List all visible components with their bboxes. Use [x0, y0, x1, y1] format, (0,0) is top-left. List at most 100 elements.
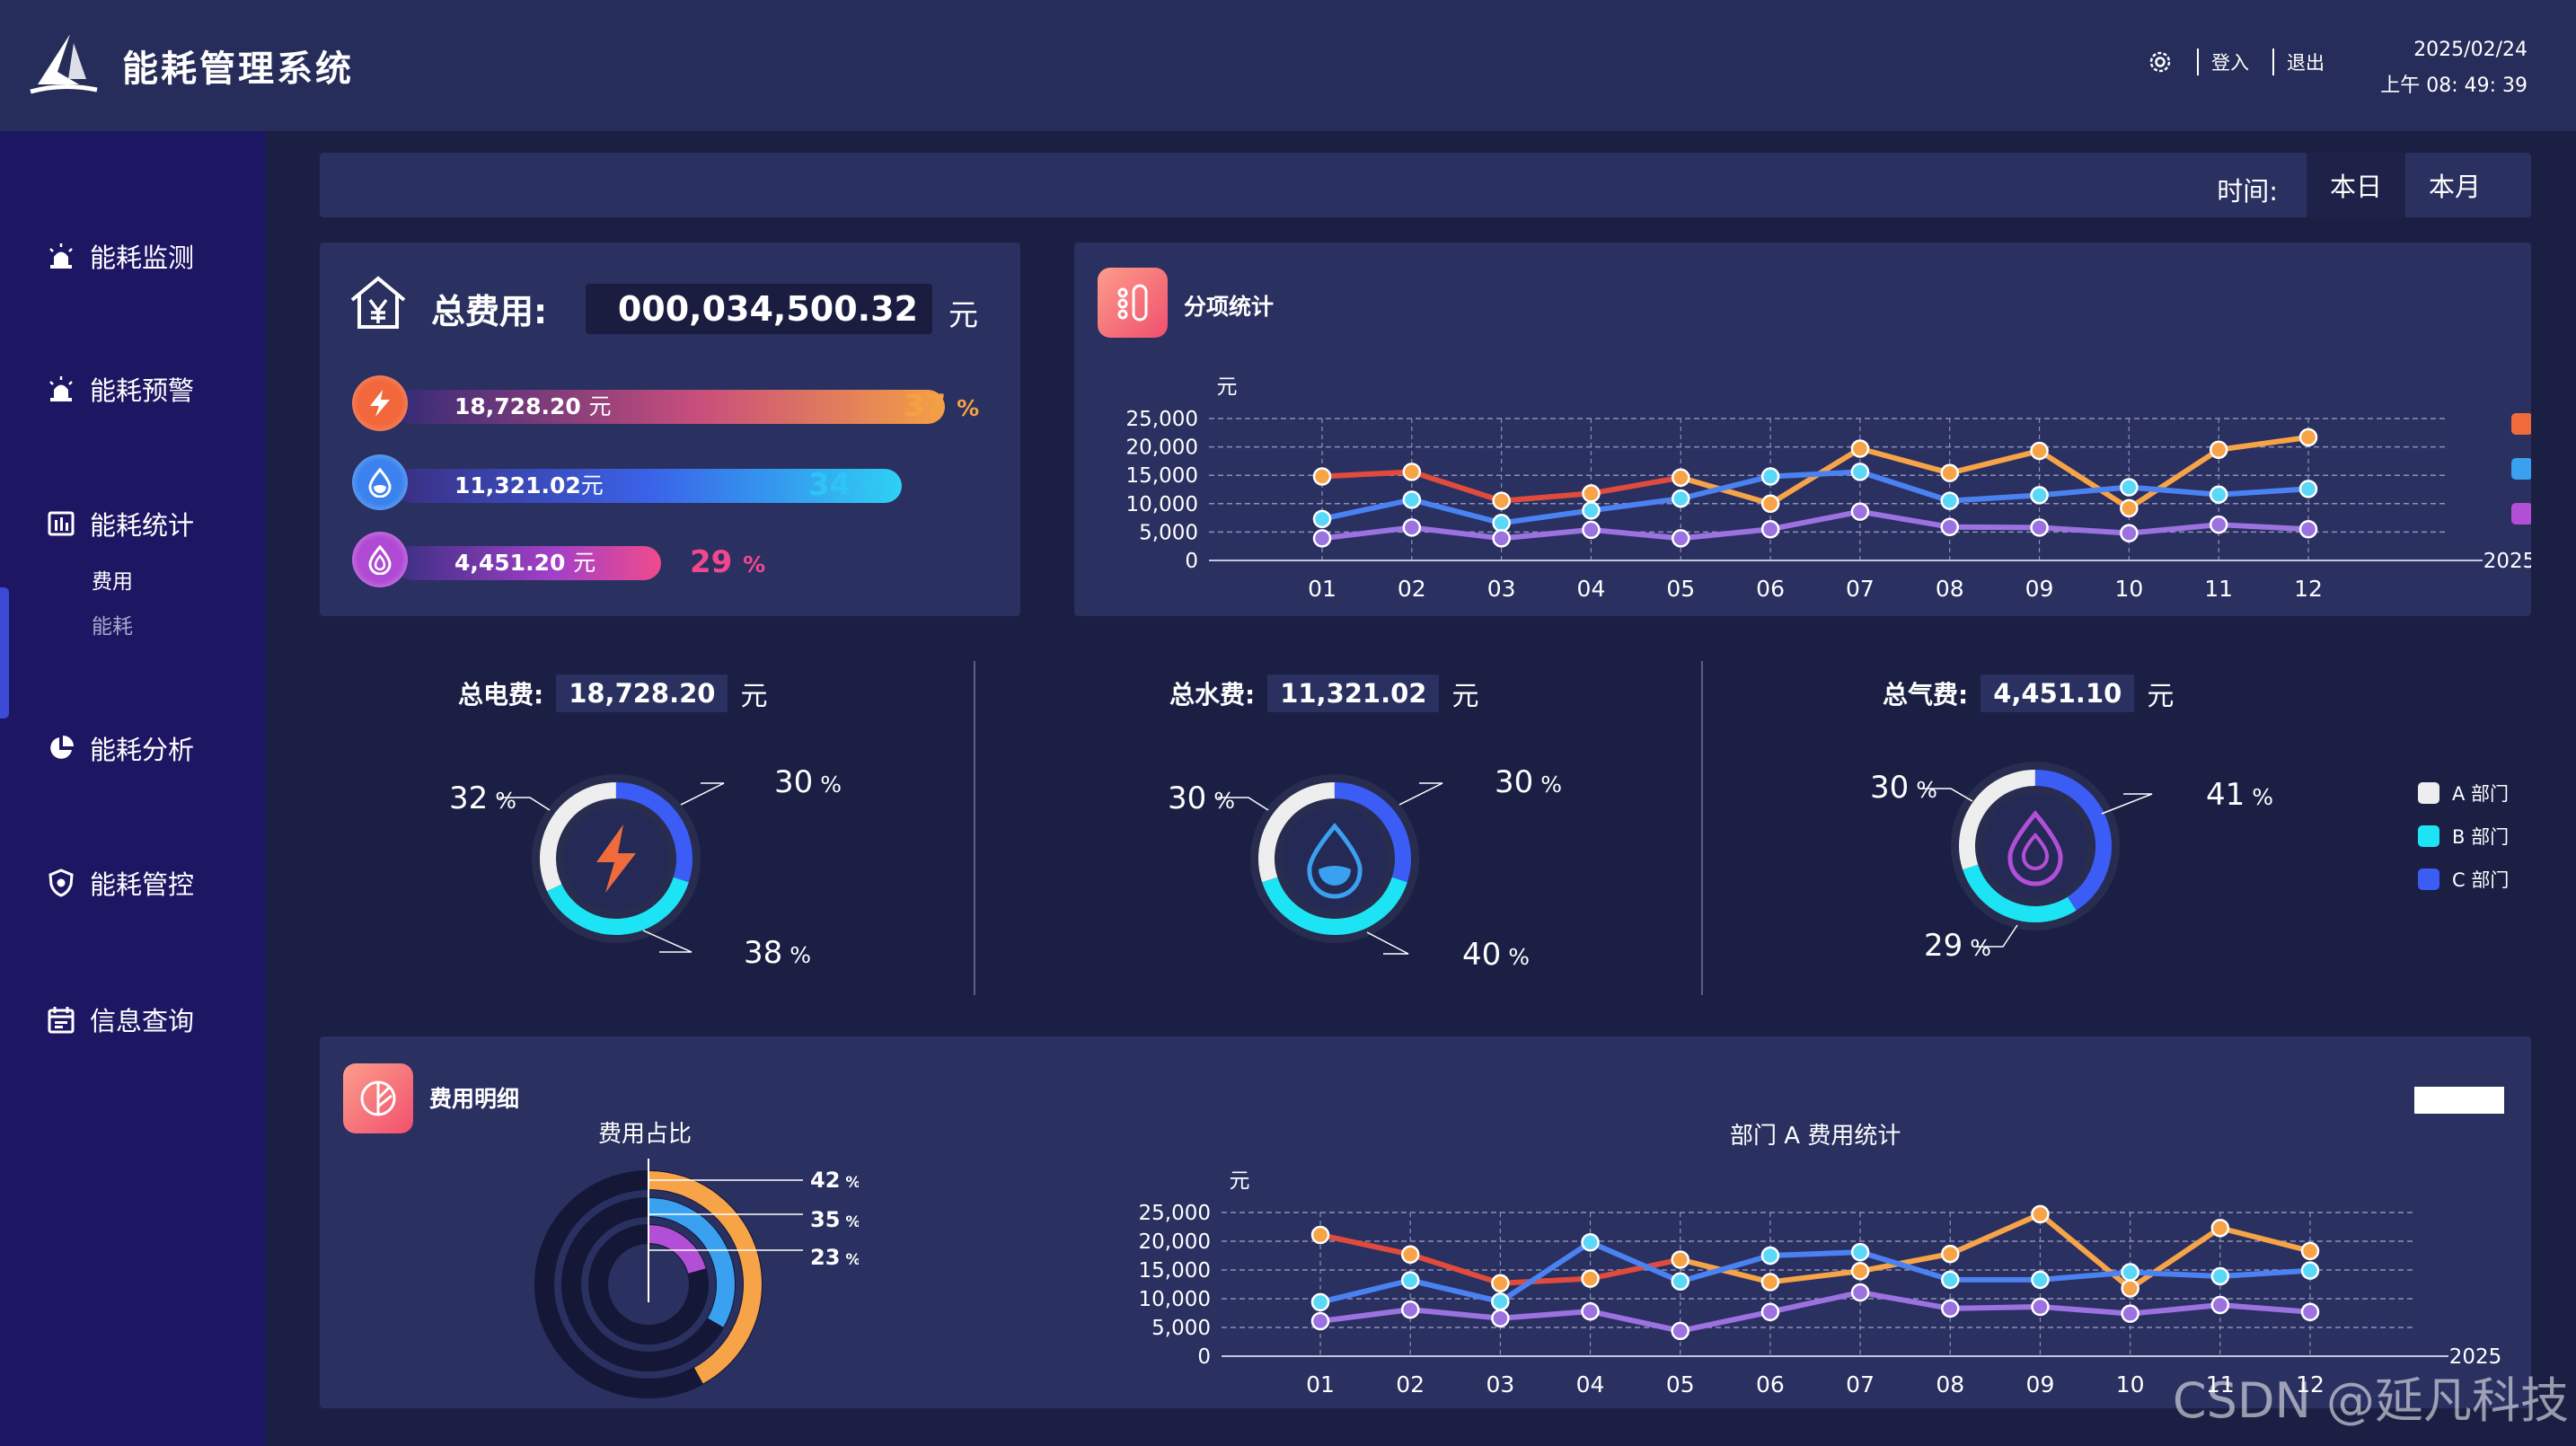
series-line-气 — [1857, 1289, 1954, 1311]
data-point-水 — [2121, 1263, 2139, 1282]
sidebar: 能耗监测 能耗预警 能耗统计 费用 能耗 能耗分析 能耗管控 信息查询 — [0, 131, 266, 1446]
series-line-气 — [1947, 1303, 2043, 1311]
pct-unit: % — [1206, 788, 1235, 814]
donut-slice-B 部门 — [1262, 877, 1407, 935]
sidebar-subitem-energy[interactable]: 能耗 — [92, 615, 133, 639]
divider — [1701, 661, 1703, 995]
pct-value: 23 — [810, 1245, 840, 1270]
time-option-today[interactable]: 本日 — [2307, 153, 2405, 217]
series-line-电 — [1318, 1231, 1414, 1257]
sidebar-item-label: 能耗统计 — [90, 510, 195, 541]
divider — [2197, 48, 2199, 75]
pct-unit: % — [840, 1251, 859, 1269]
series-line-水 — [1408, 497, 1504, 526]
pct-unit: % — [1533, 771, 1562, 798]
data-point-气 — [1940, 517, 1959, 536]
donut-slice-C 部门 — [1334, 782, 1411, 883]
series-line-水 — [1318, 1277, 1414, 1305]
legend-label: A 部门 — [2452, 783, 2510, 805]
data-point-电 — [1400, 1245, 1420, 1264]
sidebar-item-label: 能耗管控 — [90, 869, 195, 900]
series-line-水 — [1678, 473, 1774, 502]
water-total-label: 总水费: — [1169, 680, 1256, 710]
legend-dept-c[interactable]: C 部门 — [2418, 866, 2509, 893]
x-tick-label: 01 — [1306, 1371, 1335, 1398]
data-point-电 — [1941, 1244, 1960, 1264]
x-tick-label: 02 — [1396, 1371, 1425, 1398]
sidebar-item-warning[interactable]: 能耗预警 — [47, 370, 194, 408]
series-line-气 — [2126, 522, 2222, 536]
data-point-水 — [2031, 1270, 2050, 1290]
series-line-水 — [1857, 1249, 1954, 1283]
water-cost-amount: 11,321.02 — [454, 472, 581, 498]
flame-icon — [352, 532, 408, 587]
donut-slice-A 部门 — [1959, 770, 2036, 870]
series-line-气 — [1498, 526, 1594, 542]
electric-pct-value: 37 — [904, 388, 947, 424]
series-line-气 — [1678, 526, 1774, 542]
login-link[interactable]: 登入 — [2211, 52, 2249, 74]
ratio-chart-icon — [343, 1063, 413, 1133]
pct-unit: % — [1501, 944, 1530, 970]
data-point-水 — [1400, 1271, 1420, 1290]
data-point-水 — [1941, 1270, 1960, 1290]
data-point-气 — [2209, 515, 2228, 534]
x-axis-label: 2025 — [2483, 550, 2531, 573]
cost-ratio-radial-chart: 42 %35 %23 % — [534, 1159, 859, 1398]
series-line-气 — [1318, 1307, 1414, 1324]
pct-unit: % — [1909, 777, 1937, 803]
series-line-电 — [1946, 448, 2042, 476]
sidebar-item-statistics[interactable]: 能耗统计 — [47, 505, 194, 542]
gear-icon[interactable] — [2147, 48, 2174, 75]
series-line-气 — [2217, 1302, 2313, 1315]
data-point-电 — [1491, 1274, 1510, 1292]
sidebar-item-analysis[interactable]: 能耗分析 — [47, 729, 194, 767]
data-point-电 — [2209, 440, 2228, 460]
data-point-气 — [2120, 524, 2139, 542]
logout-link[interactable]: 退出 — [2287, 52, 2325, 74]
data-point-水 — [1671, 1272, 1689, 1292]
donut-slice-B 部门 — [1963, 864, 2077, 922]
legend-label: C 部门 — [2452, 869, 2510, 891]
dept-select-box[interactable] — [2414, 1087, 2504, 1114]
sidebar-item-label: 信息查询 — [90, 1006, 195, 1036]
house-yen-icon — [350, 276, 406, 329]
data-point-水 — [1402, 490, 1422, 509]
series-line-水 — [2127, 1269, 2223, 1280]
data-point-水 — [1491, 1292, 1510, 1311]
time-filter-bar: 时间: 本日 本月 — [320, 153, 2531, 217]
series-line-水 — [1767, 1249, 1864, 1258]
legend-dept-a[interactable]: A 部门 — [2418, 780, 2509, 807]
sidebar-item-query[interactable]: 信息查询 — [47, 1001, 194, 1038]
legend-swatch — [2418, 782, 2439, 804]
series-line-气 — [2127, 1302, 2223, 1317]
series-line-气 — [1319, 525, 1415, 542]
sidebar-item-monitor[interactable]: 能耗监测 — [47, 237, 194, 275]
x-tick-label: 03 — [1486, 1371, 1514, 1398]
data-point-电 — [2300, 1241, 2320, 1261]
water-wave-icon — [1319, 866, 1351, 886]
data-point-水 — [1760, 1246, 1780, 1265]
y-tick-label: 20,000 — [1126, 436, 1198, 460]
x-tick-label: 08 — [1936, 1371, 1964, 1398]
pct-value: 30 — [1168, 780, 1206, 816]
series-line-电 — [2127, 1225, 2223, 1292]
department-donut-charts: 32 %30 %38 %30 %30 %40 %30 % 41 %29 % — [449, 762, 2273, 973]
time-option-month[interactable]: 本月 — [2428, 172, 2481, 202]
cost-detail-title: 费用明细 — [429, 1086, 520, 1112]
donut-pct-label: 30 % — [774, 764, 842, 800]
series-line-电 — [1678, 474, 1774, 507]
leader-line — [2101, 793, 2153, 815]
pct-value: 35 — [810, 1207, 840, 1232]
radial-pct-label: 35 % — [810, 1207, 859, 1232]
sidebar-subitem-cost[interactable]: 费用 — [92, 570, 133, 594]
series-line-气 — [1677, 1309, 1773, 1334]
data-point-电 — [2121, 1279, 2139, 1298]
gas-total-label: 总气费: — [1883, 680, 1969, 710]
series-line-水 — [1677, 1253, 1773, 1284]
series-line-气 — [1946, 524, 2042, 531]
flame-icon — [2007, 810, 2063, 886]
legend-dept-b[interactable]: B 部门 — [2418, 823, 2509, 850]
cost-detail-panel: 费用明细 费用占比 部门 A 费用统计 42 %35 %23 % 05,0001… — [320, 1036, 2531, 1408]
sidebar-item-control[interactable]: 能耗管控 — [47, 864, 194, 902]
